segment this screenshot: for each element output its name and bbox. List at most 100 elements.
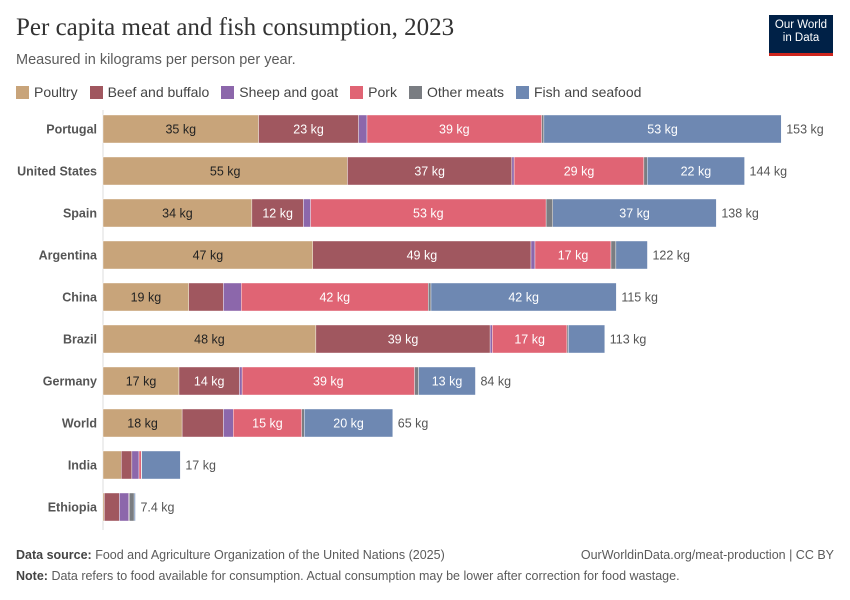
legend-item[interactable]: Beef and buffalo bbox=[89, 84, 209, 100]
bar-segment[interactable] bbox=[534, 240, 612, 270]
segment-label: 22 kg bbox=[681, 165, 712, 179]
bar-segment[interactable] bbox=[258, 114, 359, 144]
bar-segment[interactable] bbox=[102, 408, 183, 438]
segment-label: 42 kg bbox=[508, 291, 539, 305]
bar-segment[interactable] bbox=[223, 282, 242, 312]
segment-label: 29 kg bbox=[564, 165, 595, 179]
bar-segment[interactable] bbox=[568, 324, 605, 354]
bar-segment[interactable] bbox=[366, 114, 542, 144]
bar-segment[interactable] bbox=[188, 282, 224, 312]
bar-segment[interactable] bbox=[545, 198, 553, 228]
bar-segment[interactable] bbox=[102, 114, 259, 144]
bar-segment[interactable] bbox=[566, 324, 569, 354]
bar-segment[interactable] bbox=[102, 156, 348, 186]
segment-label: 39 kg bbox=[439, 123, 470, 137]
bar-segment[interactable] bbox=[513, 156, 645, 186]
legend-item[interactable]: Pork bbox=[350, 84, 397, 100]
bar-segment[interactable] bbox=[358, 114, 368, 144]
legend-item[interactable]: Sheep and goat bbox=[221, 84, 338, 100]
bar-segment[interactable] bbox=[102, 240, 313, 270]
total-label: 115 kg bbox=[621, 291, 658, 305]
chart-subtitle: Measured in kilograms per person per yea… bbox=[16, 52, 296, 68]
segment-label: 13 kg bbox=[432, 375, 463, 389]
bar-segment[interactable] bbox=[530, 240, 536, 270]
segment-label: 55 kg bbox=[210, 165, 241, 179]
bar-segment[interactable] bbox=[104, 492, 120, 522]
segment-label: 35 kg bbox=[165, 123, 196, 137]
bar-segment[interactable] bbox=[129, 492, 135, 522]
bar-segment[interactable] bbox=[141, 450, 181, 480]
category-label: United States bbox=[17, 165, 97, 179]
bar-segment[interactable] bbox=[138, 450, 142, 480]
category-label: India bbox=[68, 459, 98, 473]
bar-segment[interactable] bbox=[615, 240, 648, 270]
bar-segment[interactable] bbox=[241, 366, 415, 396]
segment-label: 18 kg bbox=[127, 417, 158, 431]
segment-label: 37 kg bbox=[414, 165, 445, 179]
bar-segment[interactable] bbox=[102, 282, 189, 312]
bar-segment[interactable] bbox=[643, 156, 648, 186]
legend-item[interactable]: Other meats bbox=[408, 84, 504, 100]
bar-segment[interactable] bbox=[347, 156, 513, 186]
total-label: 144 kg bbox=[750, 165, 788, 179]
bar-segment[interactable] bbox=[181, 408, 224, 438]
category-label: Spain bbox=[63, 207, 97, 221]
total-label: 17 kg bbox=[185, 459, 216, 473]
legend-label: Sheep and goat bbox=[239, 84, 339, 100]
bar-segment[interactable] bbox=[121, 450, 133, 480]
bar-segment[interactable] bbox=[541, 114, 545, 144]
bar-segment[interactable] bbox=[418, 366, 476, 396]
legend-swatch bbox=[89, 85, 103, 99]
bar-segment[interactable] bbox=[430, 282, 617, 312]
bar-segment[interactable] bbox=[414, 366, 419, 396]
bar-segment[interactable] bbox=[310, 198, 547, 228]
bar-segment[interactable] bbox=[312, 240, 532, 270]
bar-segment[interactable] bbox=[133, 492, 136, 522]
bar-segment[interactable] bbox=[303, 198, 311, 228]
bar-segment[interactable] bbox=[304, 408, 393, 438]
bar-segment[interactable] bbox=[489, 324, 493, 354]
owid-logo[interactable]: Our World in Data bbox=[769, 15, 833, 56]
bar-segment[interactable] bbox=[428, 282, 432, 312]
bar-segment[interactable] bbox=[223, 408, 234, 438]
segment-label: 49 kg bbox=[407, 249, 438, 263]
bar-segment[interactable] bbox=[102, 366, 180, 396]
segment-label: 47 kg bbox=[193, 249, 224, 263]
bar-segment[interactable] bbox=[301, 408, 305, 438]
total-label: 84 kg bbox=[480, 375, 511, 389]
bar-segment[interactable] bbox=[102, 324, 317, 354]
note-text: Data refers to food available for consum… bbox=[51, 569, 680, 583]
category-label: Argentina bbox=[39, 249, 98, 263]
source-url[interactable]: OurWorldinData.org/meat-production | CC … bbox=[580, 548, 834, 562]
bar-segment[interactable] bbox=[239, 366, 243, 396]
segment-label: 12 kg bbox=[262, 207, 293, 221]
bar-segment[interactable] bbox=[241, 282, 429, 312]
bar-segment[interactable] bbox=[102, 450, 122, 480]
chart-title: Per capita meat and fish consumption, 20… bbox=[16, 14, 455, 41]
total-label: 122 kg bbox=[652, 249, 690, 263]
bar-segment[interactable] bbox=[492, 324, 568, 354]
bar-segment[interactable] bbox=[315, 324, 491, 354]
legend-swatch bbox=[350, 85, 364, 99]
legend-swatch bbox=[16, 85, 29, 99]
bar-segment[interactable] bbox=[178, 366, 240, 396]
bar-segment[interactable] bbox=[511, 156, 515, 186]
bar-segment[interactable] bbox=[647, 156, 745, 186]
legend-item[interactable]: Fish and seafood bbox=[516, 84, 641, 100]
bar-segment[interactable] bbox=[552, 198, 717, 228]
segment-label: 17 kg bbox=[558, 249, 589, 263]
legend-item[interactable]: Poultry bbox=[16, 84, 78, 100]
bar-segment[interactable] bbox=[610, 240, 617, 270]
category-label: Portugal bbox=[46, 123, 97, 137]
source-label: Data source: bbox=[16, 548, 92, 562]
legend-label: Poultry bbox=[34, 84, 78, 100]
bar-segment[interactable] bbox=[251, 198, 304, 228]
bar-segment[interactable] bbox=[102, 198, 253, 228]
legend-label: Fish and seafood bbox=[534, 84, 642, 100]
segment-label: 19 kg bbox=[131, 291, 162, 305]
bar-segment[interactable] bbox=[131, 450, 140, 480]
bar-segment[interactable] bbox=[543, 114, 782, 144]
segment-label: 39 kg bbox=[313, 375, 344, 389]
bar-segment[interactable] bbox=[119, 492, 129, 522]
source-text[interactable]: Food and Agriculture Organization of the… bbox=[95, 548, 445, 562]
